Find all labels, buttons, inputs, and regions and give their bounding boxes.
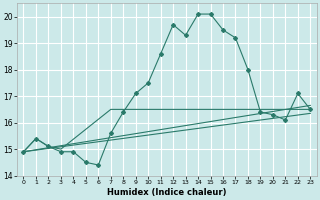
- X-axis label: Humidex (Indice chaleur): Humidex (Indice chaleur): [107, 188, 227, 197]
